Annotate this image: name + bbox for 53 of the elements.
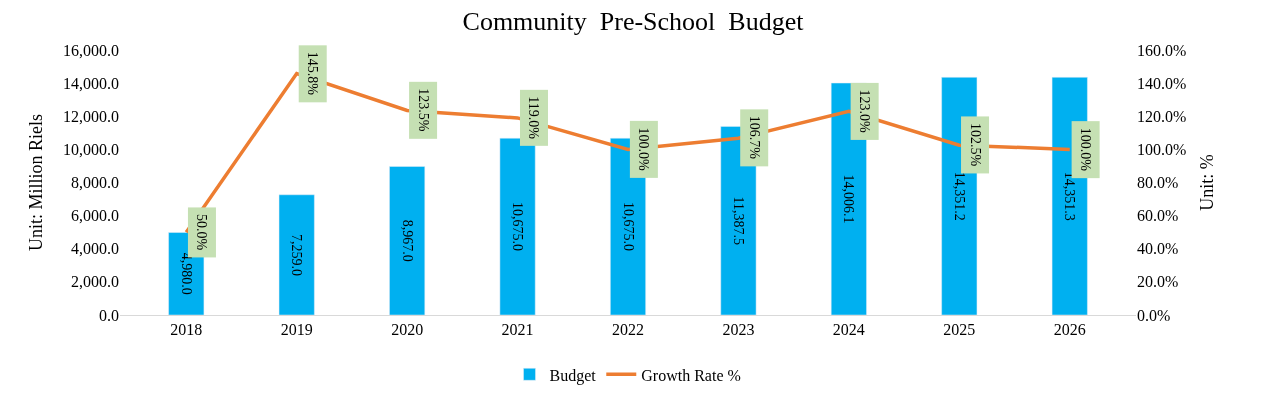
data-label: 119.0% [526,96,542,140]
y2-tick-label: 100.0% [1137,140,1187,158]
y-tick-label: 12,000.0 [63,107,119,125]
data-label: 123.0% [857,89,873,133]
data-label: 106.7% [746,115,762,160]
y-tick-label: 6,000.0 [71,207,119,225]
data-label: 100.0% [1078,127,1094,172]
data-label: 4,980.0 [178,252,194,295]
chart-title: Community Pre-School Budget [462,7,805,37]
y2-axis-title: Unit: % [1197,154,1218,211]
y2-tick-label: 160.0% [1137,41,1187,59]
x-tick-label: 2022 [612,321,644,339]
y-tick-label: 14,000.0 [63,74,119,92]
x-tick-label: 2023 [722,321,755,339]
y-tick-label: 16,000.0 [63,41,119,59]
data-label: 123.5% [415,88,431,132]
x-tick-label: 2020 [391,321,424,339]
data-label: 145.8% [305,51,321,96]
y2-tick-label: 40.0% [1137,240,1179,258]
data-label: 8,967.0 [399,219,415,262]
data-label: 10,675.0 [620,202,636,252]
y2-tick-label: 80.0% [1137,174,1179,192]
y2-tick-label: 140.0% [1137,74,1187,92]
y2-tick-label: 20.0% [1137,273,1179,291]
y-tick-label: 2,000.0 [71,273,119,291]
data-label: 14,351.3 [1062,171,1078,221]
data-label: 10,675.0 [510,202,526,252]
y2-tick-label: 0.0% [1137,306,1171,324]
x-tick-label: 2021 [501,321,534,339]
y2-tick-label: 120.0% [1137,107,1187,125]
y2-tick-label: 60.0% [1137,207,1179,225]
x-tick-label: 2019 [280,321,313,339]
bar [278,194,315,315]
data-label: 50.0% [194,213,210,251]
data-label: 11,387.5 [730,196,746,245]
bar [389,166,426,315]
y-tick-label: 4,000.0 [71,240,119,258]
bar [499,137,536,315]
y-tick-label: 8,000.0 [71,174,119,192]
y-tick-label: 10,000.0 [63,140,119,158]
data-label: 7,259.0 [289,233,305,276]
x-tick-label: 2025 [943,321,976,339]
data-label: 100.0% [636,127,652,171]
data-label: 102.5% [967,122,983,167]
data-label: 14,006.1 [841,174,857,224]
x-tick-label: 2018 [170,321,203,339]
y-axis-title: Unit: Million Riels [26,113,47,252]
legend-label: Budget [549,366,597,385]
y-tick-label: 0.0 [99,306,119,324]
legend-label: Growth Rate % [641,366,741,384]
x-tick-label: 2024 [832,321,865,339]
data-label: 14,351.2 [951,171,967,221]
x-tick-label: 2026 [1053,321,1086,339]
